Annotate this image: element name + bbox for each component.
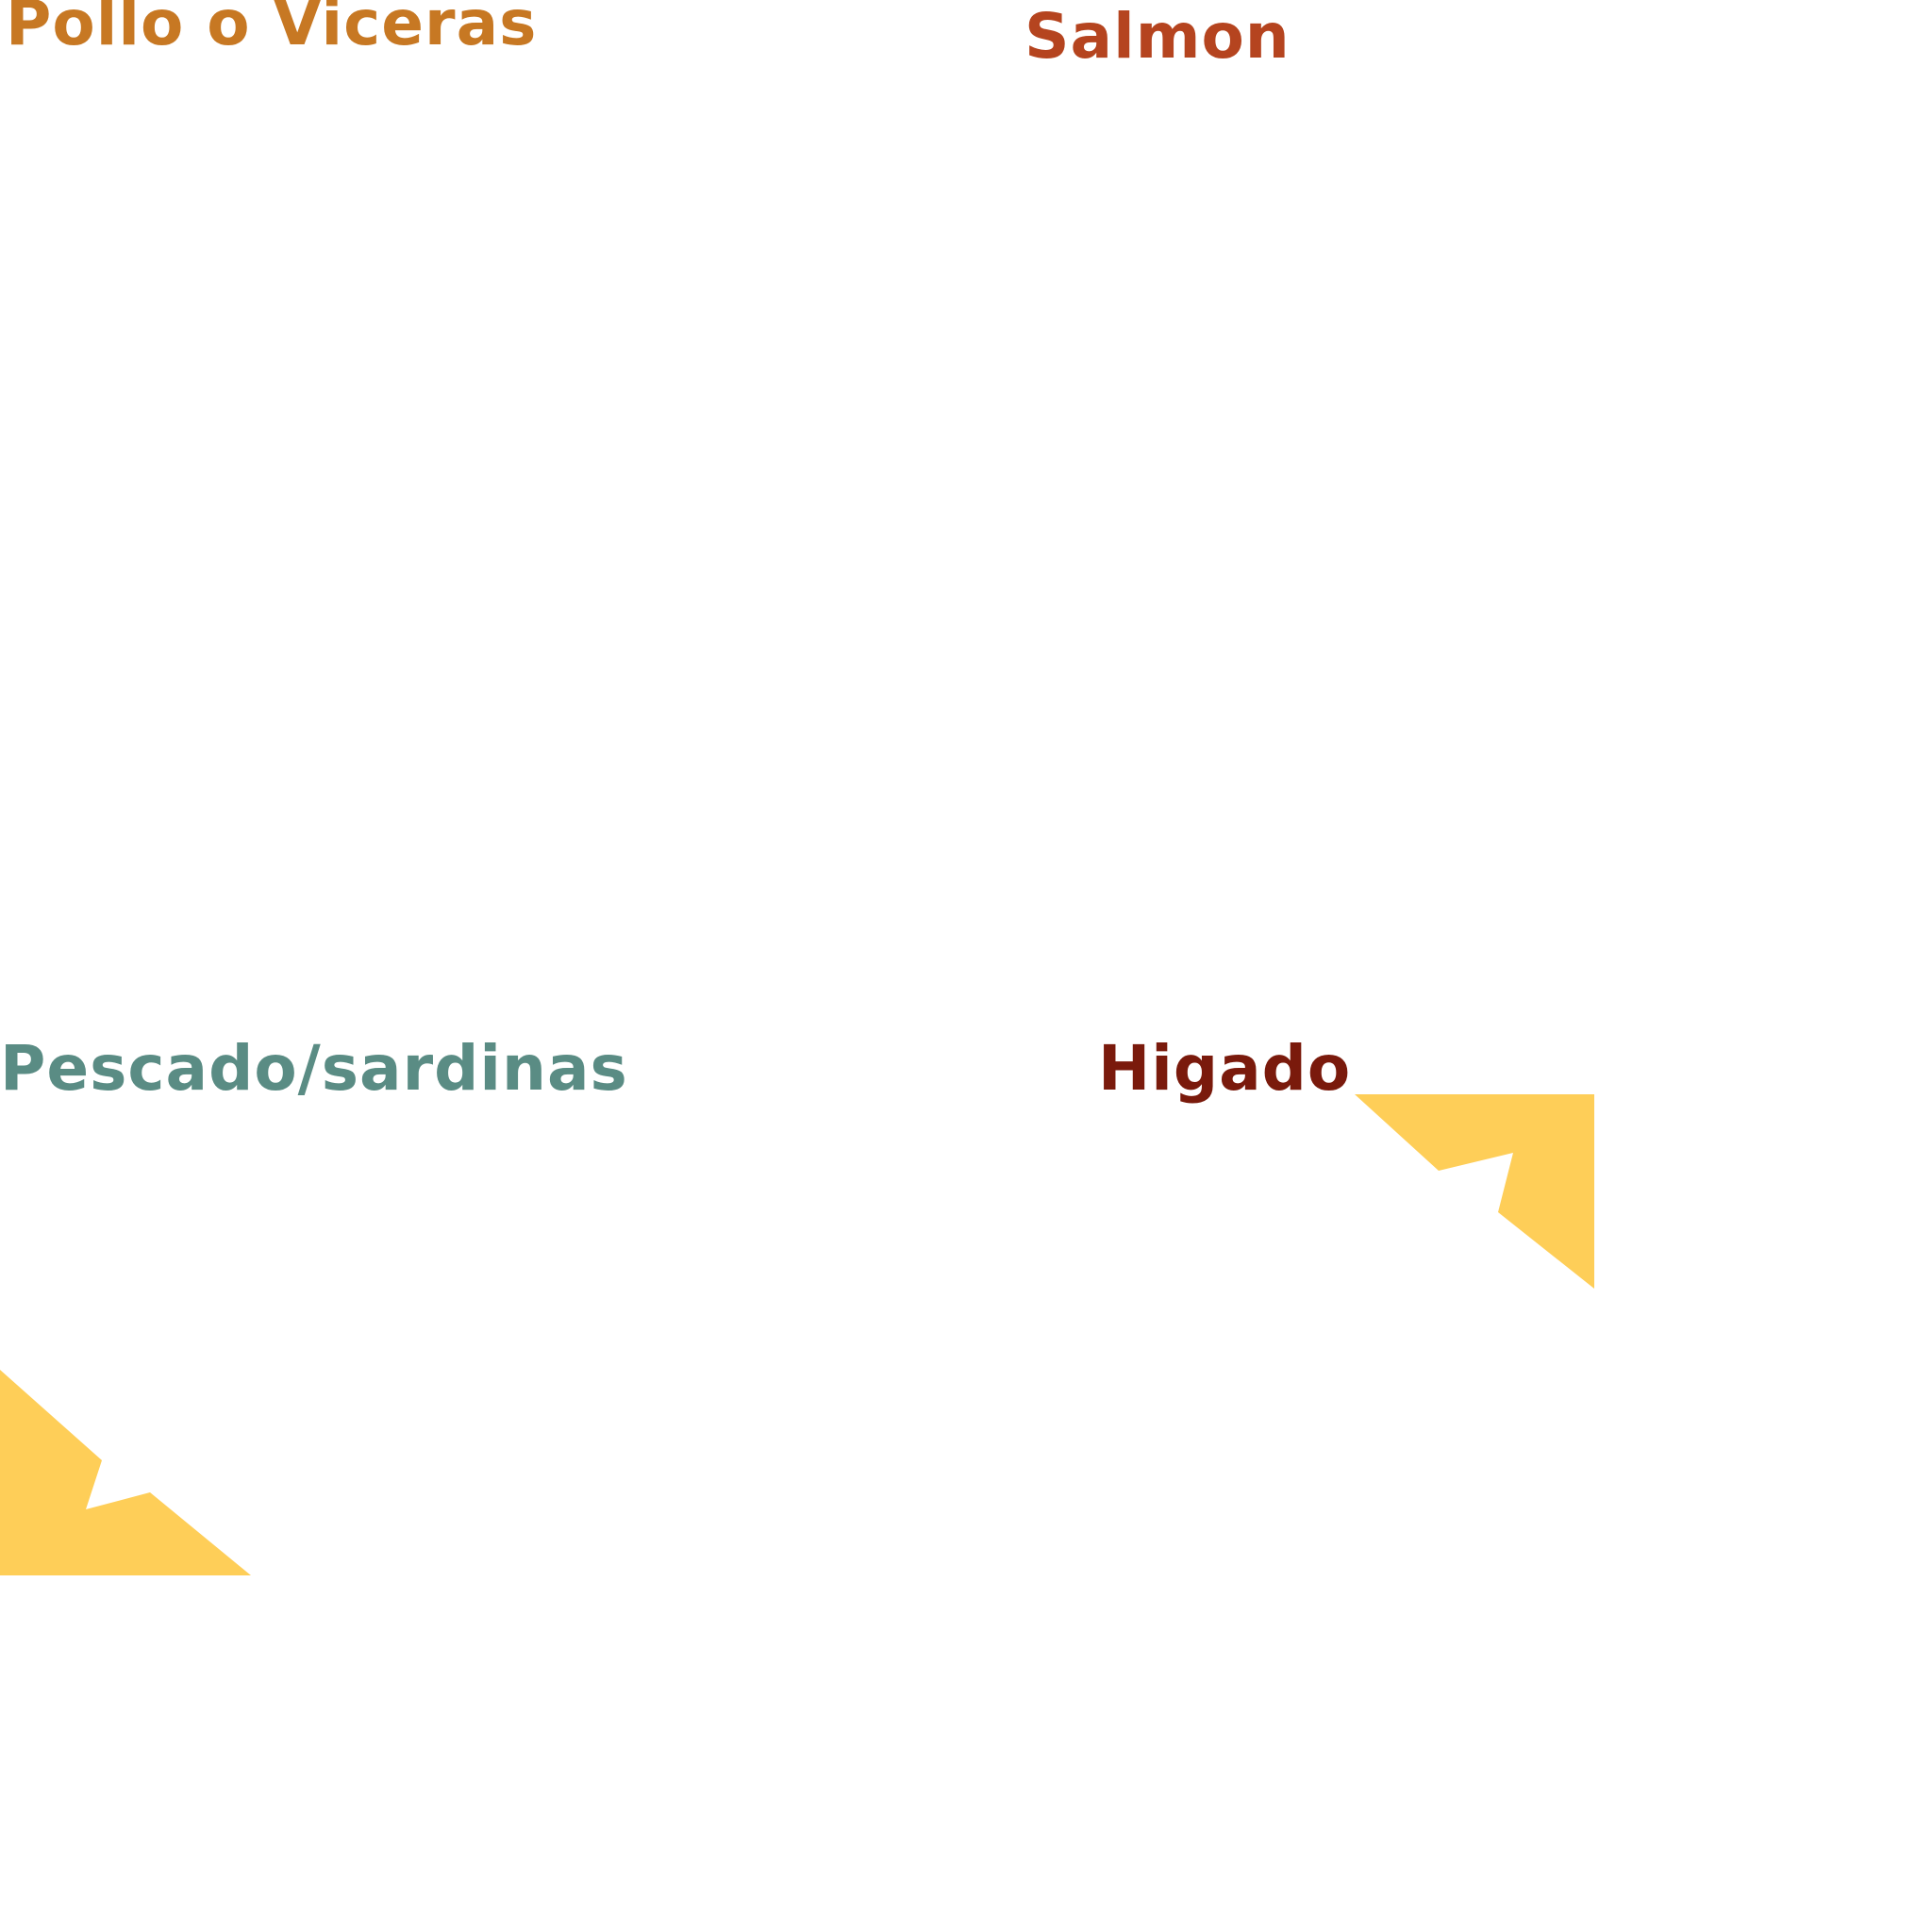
label-pollo-o-viceras: Pollo o Viceras — [6, 0, 538, 59]
corner-arrow-bottom-left-shape — [0, 1370, 251, 1575]
label-higado: Higado — [1098, 1032, 1352, 1105]
label-pescado-sardinas: Pescado/sardinas — [0, 1032, 628, 1105]
label-salmon: Salmon — [1024, 0, 1291, 73]
corner-arrow-top-right-shape — [1355, 1094, 1594, 1289]
